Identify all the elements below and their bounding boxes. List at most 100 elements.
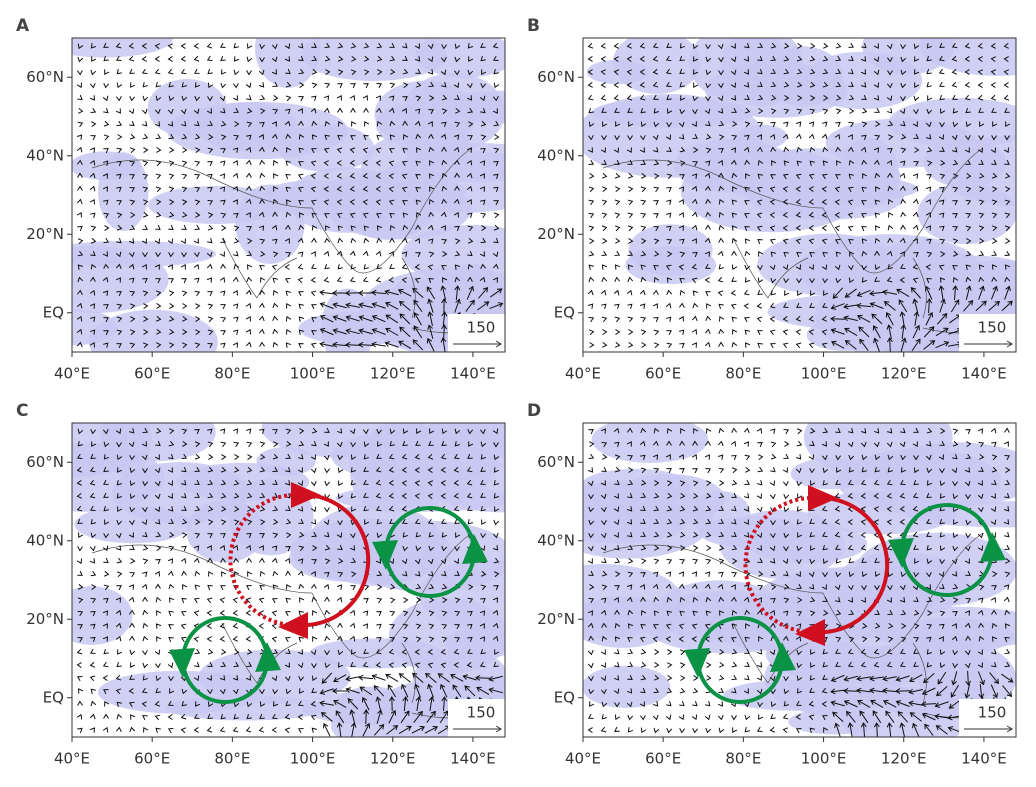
wind-arrow	[76, 302, 83, 309]
wind-arrow	[259, 108, 266, 115]
wind-arrow	[626, 82, 632, 88]
wind-arrow	[129, 187, 136, 193]
wind-arrow	[167, 56, 173, 62]
wind-arrow	[115, 545, 122, 551]
wind-arrow	[337, 69, 344, 76]
wind-arrow	[493, 557, 500, 564]
wind-arrow	[964, 467, 971, 473]
wind-arrow	[835, 427, 841, 433]
wind-arrow	[453, 466, 460, 473]
wind-arrow	[480, 479, 486, 485]
wind-arrow	[219, 186, 226, 192]
wind-arrow	[587, 81, 593, 88]
wind-arrow	[336, 212, 343, 219]
wind-arrow	[116, 493, 123, 499]
y-tick-label: 60°N	[537, 68, 575, 86]
wind-arrow	[454, 70, 460, 76]
wind-arrow	[371, 289, 387, 296]
wind-arrow	[627, 250, 634, 257]
wind-arrow	[756, 532, 763, 539]
wind-arrow	[116, 212, 123, 219]
wind-arrow	[103, 199, 109, 205]
wind-arrow	[345, 341, 361, 348]
wind-arrow	[466, 147, 473, 153]
wind-arrow	[116, 316, 123, 323]
wind-arrow	[822, 558, 829, 565]
wind-arrow	[796, 662, 803, 669]
wind-arrow	[142, 635, 149, 642]
wind-arrow	[587, 545, 594, 552]
wind-arrow	[298, 316, 305, 322]
wind-arrow	[468, 441, 474, 447]
wind-arrow	[324, 42, 331, 49]
wind-arrow	[627, 264, 634, 270]
wind-arrow	[925, 198, 931, 205]
wind-arrow	[272, 429, 278, 435]
wind-arrow	[978, 264, 985, 270]
wind-arrow	[849, 251, 855, 257]
wind-arrow	[783, 81, 790, 88]
wind-arrow	[756, 302, 763, 309]
wind-arrow	[181, 160, 188, 167]
wind-arrow	[935, 725, 948, 735]
wind-arrow	[271, 598, 278, 604]
wind-arrow	[782, 329, 789, 336]
wind-arrow	[116, 303, 123, 310]
wind-arrow	[835, 479, 841, 485]
wind-arrow	[913, 467, 920, 474]
wind-arrow	[861, 571, 868, 578]
wind-arrow	[466, 492, 473, 499]
wind-arrow	[220, 160, 226, 166]
wind-arrow	[285, 700, 291, 707]
wind-arrow	[311, 55, 318, 62]
anticyclone	[297, 493, 371, 628]
wind-arrow	[952, 611, 958, 617]
wind-arrow	[757, 81, 763, 87]
wind-arrow	[349, 147, 356, 154]
wind-arrow	[77, 727, 83, 734]
wind-arrow	[206, 597, 213, 604]
wind-arrow	[219, 675, 226, 681]
wind-arrow	[298, 545, 305, 552]
wind-arrow	[887, 120, 894, 127]
shaded-region	[72, 38, 174, 58]
wind-arrow	[207, 505, 214, 512]
wind-arrow	[1003, 94, 1010, 101]
wind-arrow	[428, 198, 435, 205]
wind-arrow	[323, 519, 330, 526]
wind-arrow	[324, 134, 330, 140]
wind-arrow	[639, 289, 646, 296]
wind-arrow	[640, 623, 646, 630]
wind-arrow	[939, 277, 946, 283]
wind-arrow	[454, 225, 460, 232]
wind-arrow	[258, 315, 265, 322]
wind-arrow	[600, 42, 606, 49]
wind-arrow	[297, 173, 304, 180]
wind-arrow	[613, 596, 620, 603]
wind-arrow	[454, 285, 461, 301]
wind-arrow	[678, 225, 684, 231]
wind-arrow	[627, 637, 633, 643]
wind-arrow	[259, 57, 265, 63]
wind-arrow	[965, 519, 972, 526]
wind-arrow	[745, 466, 751, 473]
wind-arrow	[319, 289, 335, 296]
wind-arrow	[206, 251, 213, 258]
wind-arrow	[336, 185, 342, 192]
wind-arrow	[441, 532, 448, 538]
wind-arrow	[679, 174, 685, 180]
wind-arrow	[424, 725, 439, 734]
wind-arrow	[479, 545, 486, 552]
wind-arrow	[207, 342, 214, 349]
wind-arrow	[311, 596, 318, 603]
wind-arrow	[220, 330, 226, 336]
wind-arrow	[115, 609, 122, 616]
wind-arrow	[297, 728, 304, 734]
wind-arrow	[246, 250, 253, 257]
wind-arrow	[167, 43, 174, 50]
wind-arrow	[926, 55, 932, 62]
wind-arrow	[169, 531, 175, 538]
wind-arrow	[886, 441, 893, 448]
wind-arrow	[874, 571, 881, 578]
wind-arrow	[284, 636, 291, 643]
